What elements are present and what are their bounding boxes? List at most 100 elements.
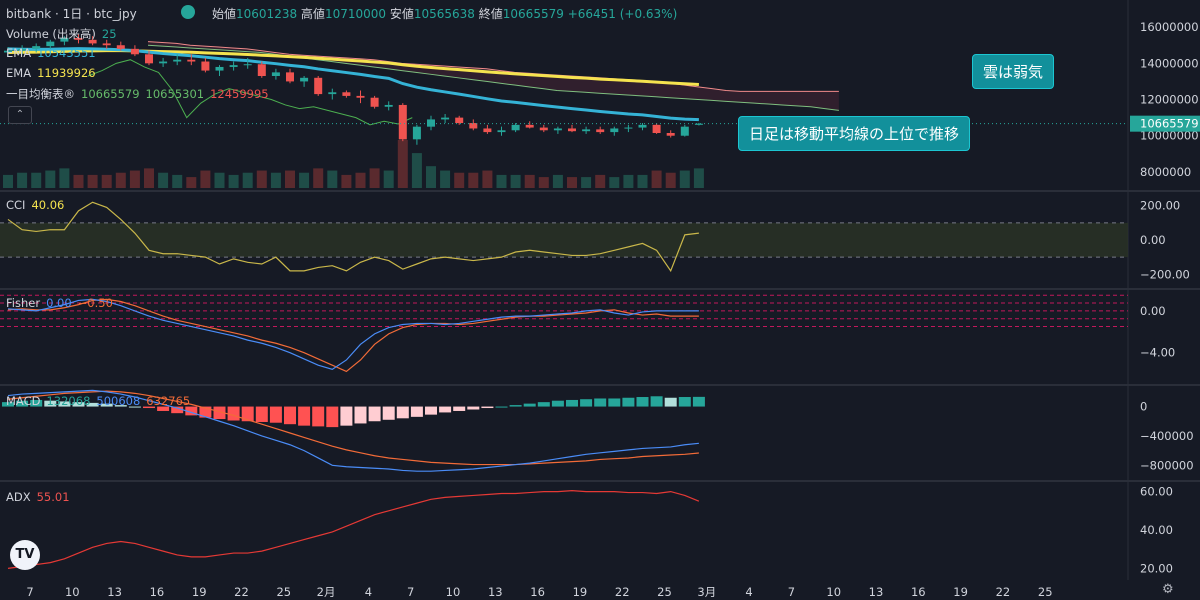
macd-histogram-bar [566, 399, 578, 407]
cci-tick-label: −200.00 [1140, 267, 1190, 281]
macd-histogram-bar [396, 406, 409, 419]
x-tick-label: 4 [745, 585, 752, 599]
fisher-line [7, 298, 699, 371]
ema-short-label: EMA [6, 46, 32, 60]
macd-histogram-bar [298, 406, 311, 426]
candle [398, 103, 407, 142]
symbol-title[interactable]: bitbank · 1日 · btc_jpy [6, 7, 137, 21]
candle-body [229, 65, 238, 67]
candle-body [18, 48, 27, 51]
x-tick-label: 13 [107, 585, 122, 599]
adx-label: ADX [6, 490, 31, 504]
candle-body [187, 59, 196, 62]
adx-legend[interactable]: ADX 55.01 [6, 490, 76, 504]
x-tick-label: 22 [234, 585, 249, 599]
macd-legend[interactable]: MACD 132068 500608 632765 [6, 394, 196, 408]
open-label: 始値 [212, 7, 237, 21]
ema-long-legend[interactable]: EMA 11939926 [6, 66, 102, 80]
volume-bar [87, 174, 98, 188]
price-tick-label: 10000000 [1140, 129, 1199, 143]
fisher-legend[interactable]: Fisher 0.00 −0.50 [6, 296, 119, 310]
volume-bar [440, 170, 451, 188]
ichimoku-legend[interactable]: 一目均衡表® 10665579 10655301 12459995 [6, 86, 275, 102]
volume-bar [341, 174, 352, 188]
adx-tick-label: 40.00 [1140, 523, 1173, 537]
x-tick-label: 19 [192, 585, 207, 599]
candle [286, 68, 294, 84]
volume-bar [31, 172, 42, 188]
volume-bar [115, 172, 126, 188]
macd-v1: 132068 [46, 394, 91, 408]
cci-tick-label: 0.00 [1140, 233, 1166, 247]
candle-body [497, 130, 506, 133]
candle-body [553, 128, 562, 131]
macd-histogram-bar [692, 396, 705, 407]
macd-histogram-bar [58, 401, 71, 407]
candle-body [32, 46, 41, 49]
macd-histogram-bar [312, 406, 325, 427]
candle [511, 123, 520, 133]
candle-body [102, 43, 111, 46]
candle-body [342, 92, 351, 96]
candle [187, 54, 196, 66]
ema-short-legend[interactable]: EMA 10543551 [6, 46, 102, 60]
candle [370, 95, 379, 109]
candle-body [46, 41, 55, 47]
volume-bar [45, 170, 56, 188]
candle-body [173, 59, 182, 62]
price-tick-label: 12000000 [1140, 93, 1199, 107]
candle [356, 90, 365, 104]
volume-bar [651, 170, 662, 188]
macd-histogram-bar [326, 406, 339, 428]
volume-bar [299, 172, 310, 188]
candle [441, 114, 450, 124]
volume-bar [665, 172, 676, 188]
candle [60, 36, 69, 46]
gear-icon[interactable]: ⚙ [1162, 582, 1174, 597]
candle-body [60, 38, 69, 42]
candle-body [483, 128, 492, 133]
adx-line [7, 490, 700, 569]
candle [525, 121, 534, 129]
candle [102, 39, 111, 49]
macd-histogram-bar [269, 406, 282, 423]
collapse-legend-icon[interactable]: ⌃ [8, 106, 32, 124]
macd-histogram-bar [284, 406, 296, 425]
volume-bar [186, 177, 197, 188]
ema-short-line [7, 47, 699, 122]
macd-histogram-bar [171, 406, 184, 414]
volume-bar [411, 153, 422, 188]
volume-bar [228, 174, 239, 188]
x-tick-label: 7 [26, 585, 33, 599]
macd-histogram-bar [100, 403, 113, 407]
x-tick-label: 22 [996, 585, 1011, 599]
cci-legend[interactable]: CCI 40.06 [6, 198, 70, 212]
volume-bar [313, 168, 324, 188]
macd-histogram-bar [509, 405, 522, 407]
candle-body [356, 95, 365, 98]
volume-bar [397, 140, 408, 188]
candle-body [74, 38, 83, 40]
macd-histogram-bar [481, 406, 494, 409]
candle [300, 76, 309, 87]
high-label: 高値 [300, 7, 325, 21]
tradingview-logo[interactable]: TV [10, 540, 40, 570]
candle [4, 47, 12, 57]
macd-signal-line [7, 390, 699, 466]
open-value: 10601238 [236, 7, 298, 21]
candle-body [243, 64, 252, 66]
change-value: +66451 (+0.63%) [567, 7, 678, 21]
macd-histogram-bar [425, 406, 437, 415]
macd-histogram-bar [551, 400, 564, 407]
ichimoku-label: 一目均衡表® [6, 87, 75, 101]
macd-tick-label: −400000 [1140, 429, 1194, 443]
candle-body [511, 124, 520, 131]
volume-bar [637, 174, 648, 188]
candle [427, 115, 435, 131]
status-dot-icon [181, 5, 195, 19]
volume-bar [129, 170, 140, 188]
volume-legend[interactable]: Volume (出来高) 25 [6, 26, 123, 42]
volume-bar [426, 166, 436, 188]
x-tick-label: 25 [276, 585, 291, 599]
